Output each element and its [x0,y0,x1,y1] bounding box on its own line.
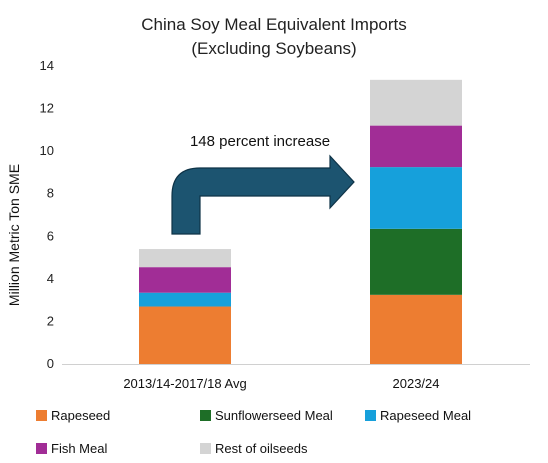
legend-swatch [36,410,47,421]
y-tick-label: 10 [40,143,54,158]
bar-segment [370,228,462,295]
bar-segment [370,294,462,364]
legend-item: Fish Meal [36,441,107,456]
bar-segment [139,292,231,307]
x-tick-label: 2023/24 [393,376,440,391]
legend-swatch [200,410,211,421]
bar-segment [139,267,231,293]
legend-item: Rapeseed [36,408,110,423]
y-tick-label: 8 [47,186,54,201]
legend-label: Rapeseed Meal [380,408,472,423]
bar-segment [370,125,462,168]
y-tick-label: 14 [40,58,54,73]
legend-item: Rest of oilseeds [200,441,308,456]
y-tick-label: 2 [47,313,54,328]
y-tick-label: 0 [47,356,54,371]
legend-item: Sunflowerseed Meal [200,408,333,423]
bar-segment [370,167,462,229]
legend-label: Rapeseed [51,408,111,423]
bar-segment [370,79,462,126]
legend-label: Fish Meal [51,441,108,456]
legend-swatch [36,443,47,454]
legend-swatch [200,443,211,454]
bar-segment [139,249,231,268]
chart-subtitle: (Excluding Soybeans) [191,39,357,58]
y-tick-label: 6 [47,228,54,243]
bar-segment [139,306,231,364]
increase-arrow [171,154,355,235]
y-tick-label: 4 [47,271,54,286]
x-tick-label: 2013/14-2017/18 Avg [123,376,246,391]
y-tick-label: 12 [40,101,54,116]
legend-label: Sunflowerseed Meal [215,408,333,423]
legend-item: Rapeseed Meal [365,408,471,423]
legend-label: Rest of oilseeds [215,441,308,456]
legend-swatch [365,410,376,421]
annotation-text: 148 percent increase [190,133,330,150]
chart-title: China Soy Meal Equivalent Imports [141,15,407,34]
